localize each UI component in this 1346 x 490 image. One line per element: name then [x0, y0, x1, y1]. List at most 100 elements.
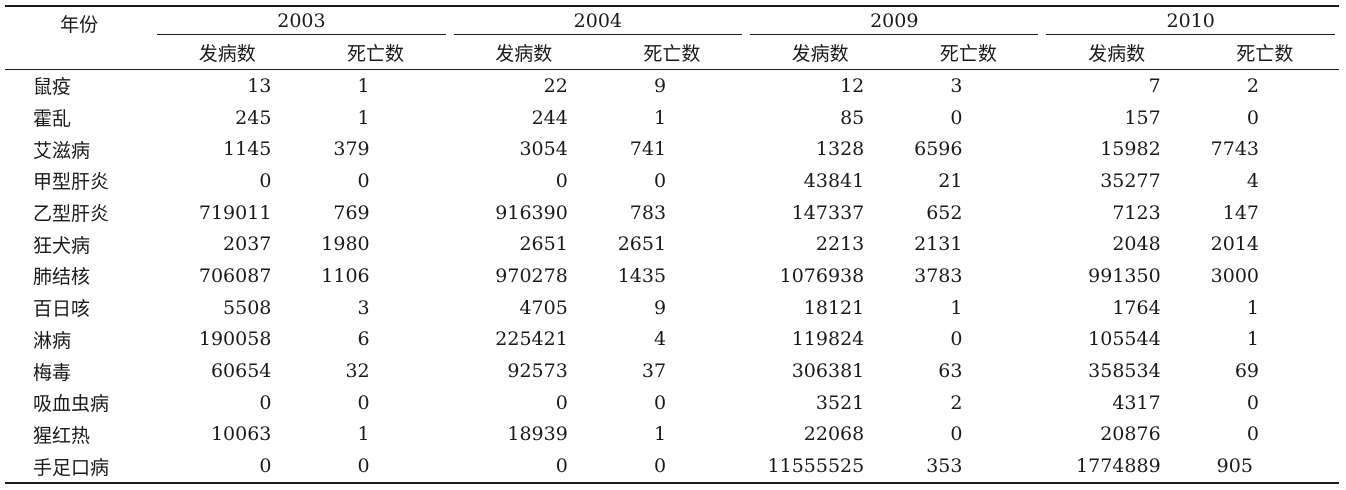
deaths-cell: 769	[333, 201, 370, 224]
table-body: 鼠疫 13 1 22 9 12 3 7 2 霍乱 245 1 244 1 85 0 157 0 艾滋病 1145 379…	[5, 70, 1339, 484]
disease-name: 手足口病	[5, 450, 154, 484]
deaths-cell: 7743	[1210, 138, 1259, 161]
deaths-cell: 69	[1234, 360, 1259, 383]
deaths-cell: 0	[301, 450, 450, 484]
sub-header-deaths: 死亡数	[1190, 35, 1339, 70]
deaths-cell: 783	[629, 201, 667, 224]
incidence-cell: 22068	[803, 423, 865, 446]
deaths-cell: 0	[357, 391, 370, 414]
deaths-cell: 3000	[1210, 264, 1259, 287]
disease-statistics-table-container: 年份 2003 2004 2009 2010 发病数 死亡数 发病数 死亡数 发…	[5, 5, 1339, 484]
deaths-cell: 3	[357, 296, 370, 319]
incidence-cell: 105544	[1088, 328, 1161, 351]
table-row: 狂犬病 2037 1980 2651 2651 2213 2131 2048 2014	[5, 228, 1339, 260]
disease-name: 艾滋病	[33, 139, 91, 162]
deaths-cell: 21	[938, 169, 963, 192]
incidence-cell: 20876	[1100, 423, 1161, 446]
incidence-cell: 970278	[495, 264, 568, 287]
incidence-cell: 18121	[803, 296, 865, 319]
incidence-cell: 147337	[791, 201, 865, 224]
incidence-cell: 225421	[495, 328, 568, 351]
deaths-cell: 4	[653, 328, 667, 351]
year-header-2010: 2010	[1042, 5, 1339, 35]
disease-name: 鼠疫	[33, 76, 72, 99]
deaths-cell: 1	[357, 106, 370, 129]
incidence-cell: 358534	[1088, 360, 1161, 383]
incidence-cell: 119824	[791, 328, 865, 351]
table-row: 手足口病 0 0 0 0 11555525 353 1774889 905	[5, 450, 1339, 484]
deaths-cell: 1106	[321, 264, 370, 287]
incidence-cell: 2037	[223, 233, 272, 256]
incidence-cell: 11555525	[746, 450, 895, 484]
table-header: 年份 2003 2004 2009 2010 发病数 死亡数 发病数 死亡数 发…	[5, 5, 1339, 70]
disease-name: 狂犬病	[33, 234, 91, 257]
table-row: 甲型肝炎 0 0 0 0 43841 21 35277 4	[5, 165, 1339, 197]
table-row: 肺结核 706087 1106 970278 1435 1076938 3783 991350…	[5, 260, 1339, 292]
incidence-cell: 60654	[210, 360, 272, 383]
incidence-cell: 2048	[1112, 233, 1161, 256]
table-row: 艾滋病 1145 379 3054 741 1328 6596 15982 7743	[5, 133, 1339, 165]
year-underline	[750, 34, 1039, 35]
deaths-cell: 1	[1246, 328, 1259, 351]
incidence-cell: 85	[840, 106, 865, 129]
deaths-cell: 1	[357, 423, 370, 446]
deaths-cell: 0	[1246, 391, 1259, 414]
deaths-cell: 0	[1246, 106, 1259, 129]
deaths-cell: 2	[1246, 74, 1259, 97]
deaths-cell: 0	[950, 423, 963, 446]
sub-header-incidence: 发病数	[153, 35, 302, 70]
sub-header-incidence: 发病数	[1042, 35, 1191, 70]
incidence-cell: 2213	[815, 233, 865, 256]
disease-name: 猩红热	[33, 424, 91, 447]
deaths-cell: 2	[950, 391, 963, 414]
year-label: 2003	[277, 10, 326, 32]
deaths-cell: 905	[1190, 450, 1339, 484]
deaths-cell: 2014	[1210, 233, 1259, 256]
incidence-cell: 0	[555, 391, 568, 414]
sub-header-incidence: 发病数	[449, 35, 598, 70]
year-label: 2009	[870, 10, 919, 32]
deaths-cell: 741	[629, 138, 667, 161]
table-row: 猩红热 10063 1 18939 1 22068 0 20876 0	[5, 419, 1339, 451]
year-header-2004: 2004	[449, 5, 747, 35]
deaths-cell: 2131	[914, 233, 963, 256]
deaths-cell: 3783	[914, 264, 963, 287]
incidence-cell: 35277	[1100, 169, 1161, 192]
deaths-cell: 3	[950, 74, 963, 97]
deaths-cell: 379	[333, 138, 370, 161]
incidence-cell: 22	[543, 74, 568, 97]
incidence-cell: 4705	[519, 296, 568, 319]
deaths-cell: 32	[345, 360, 370, 383]
incidence-cell: 706087	[198, 264, 272, 287]
incidence-cell: 1774889	[1042, 450, 1191, 484]
deaths-cell: 1980	[321, 233, 370, 256]
table-row: 乙型肝炎 719011 769 916390 783 147337 652 7123 147	[5, 197, 1339, 229]
sub-header-deaths: 死亡数	[301, 35, 450, 70]
disease-name: 乙型肝炎	[33, 203, 110, 226]
incidence-cell: 3054	[519, 138, 568, 161]
table-row: 鼠疫 13 1 22 9 12 3 7 2	[5, 70, 1339, 102]
sub-header-deaths: 死亡数	[894, 35, 1043, 70]
deaths-cell: 353	[894, 450, 1043, 484]
incidence-cell: 244	[531, 106, 568, 129]
incidence-cell: 7	[1148, 74, 1161, 97]
deaths-cell: 0	[1246, 423, 1259, 446]
incidence-cell: 0	[449, 450, 598, 484]
deaths-cell: 9	[653, 296, 667, 319]
incidence-cell: 306381	[791, 360, 865, 383]
year-label: 2010	[1166, 10, 1215, 32]
incidence-cell: 15982	[1100, 138, 1161, 161]
table-row: 淋病 190058 6 225421 4 119824 0 105544 1	[5, 324, 1339, 356]
deaths-cell: 1	[950, 296, 963, 319]
year-header-row: 年份 2003 2004 2009 2010	[5, 5, 1339, 70]
disease-name: 淋病	[33, 329, 72, 352]
deaths-cell: 6	[357, 328, 370, 351]
year-underline	[157, 34, 446, 35]
table-row: 梅毒 60654 32 92573 37 306381 63 358534 69	[5, 355, 1339, 387]
sub-header-incidence: 发病数	[746, 35, 895, 70]
disease-statistics-table: 年份 2003 2004 2009 2010 发病数 死亡数 发病数 死亡数 发…	[5, 5, 1339, 484]
deaths-cell: 0	[597, 450, 747, 484]
incidence-cell: 991350	[1088, 264, 1161, 287]
incidence-cell: 18939	[507, 423, 568, 446]
year-underline	[1046, 34, 1335, 35]
